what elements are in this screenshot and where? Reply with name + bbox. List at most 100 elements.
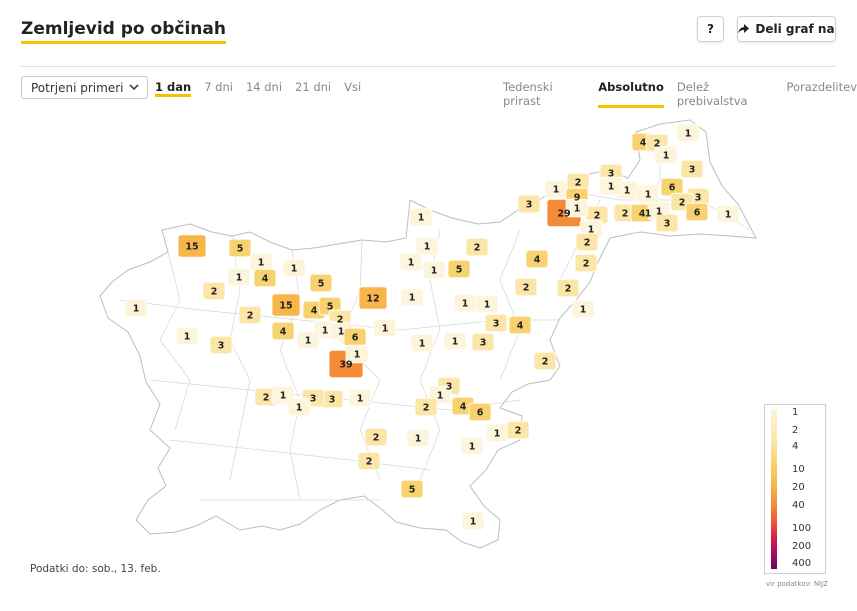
municipality-region[interactable] xyxy=(533,351,557,371)
municipality-region[interactable] xyxy=(506,420,530,440)
tab-porazdelitev[interactable]: Porazdelitev xyxy=(786,80,857,94)
municipality-value-label: 1 xyxy=(431,266,438,277)
municipality-region[interactable] xyxy=(508,315,532,335)
municipality-region[interactable] xyxy=(565,198,589,218)
tab-tedenski-prirast[interactable]: Tedenski prirast xyxy=(503,80,553,108)
legend-label: 200 xyxy=(792,541,812,552)
municipality-region[interactable] xyxy=(209,335,233,355)
municipality-value-label: 3 xyxy=(310,394,317,405)
municipality-region[interactable] xyxy=(447,259,471,279)
municipality-region[interactable] xyxy=(296,330,320,350)
tab-21-dni[interactable]: 21 dni xyxy=(295,80,332,94)
municipality-region[interactable] xyxy=(124,298,148,318)
municipality-region[interactable] xyxy=(716,204,740,224)
municipality-region[interactable] xyxy=(238,305,262,325)
municipality-value-label: 1 xyxy=(685,129,692,140)
municipality-region[interactable] xyxy=(364,427,388,447)
municipality-region[interactable] xyxy=(599,176,623,196)
municipality-region[interactable] xyxy=(348,388,372,408)
municipality-region[interactable] xyxy=(525,249,549,269)
municipality-value-label: 3 xyxy=(480,338,487,349)
tab-1-dan[interactable]: 1 dan xyxy=(155,80,192,97)
municipality-region[interactable] xyxy=(400,287,424,307)
municipality-value-label: 1 xyxy=(437,391,444,402)
municipality-value-label: 1 xyxy=(418,213,425,224)
municipality-region[interactable] xyxy=(465,237,489,257)
municipality-region[interactable] xyxy=(373,318,397,338)
municipality-region[interactable] xyxy=(357,451,381,471)
municipality-value-label: 1 xyxy=(656,207,663,218)
municipality-region[interactable] xyxy=(400,479,424,499)
municipality-region[interactable] xyxy=(443,331,467,351)
municipality-region[interactable] xyxy=(575,232,599,252)
municipality-value-label: 2 xyxy=(584,238,591,249)
municipality-region[interactable] xyxy=(410,333,434,353)
legend-label: 4 xyxy=(792,441,799,452)
municipality-value-label: 2 xyxy=(211,287,218,298)
municipality-region[interactable] xyxy=(556,278,580,298)
legend-label: 400 xyxy=(792,558,812,569)
municipality-region[interactable] xyxy=(484,313,508,333)
municipality-region[interactable] xyxy=(345,344,369,364)
municipality-region[interactable] xyxy=(514,277,538,297)
municipality-region[interactable] xyxy=(228,238,252,258)
municipality-value-label: 3 xyxy=(664,219,671,230)
help-button[interactable]: ? xyxy=(697,16,724,42)
municipality-value-label: 4 xyxy=(517,321,524,332)
municipality-region[interactable] xyxy=(177,234,207,258)
municipality-value-label: 1 xyxy=(291,264,298,275)
municipality-value-label: 4 xyxy=(640,138,647,149)
dataset-select[interactable]: Potrjeni primeri xyxy=(21,76,148,99)
municipality-value-label: 15 xyxy=(185,242,198,253)
municipality-region[interactable] xyxy=(253,268,277,288)
municipality-region[interactable] xyxy=(309,273,333,293)
tab-absolutno[interactable]: Absolutno xyxy=(598,80,664,108)
municipality-value-label: 1 xyxy=(462,299,469,310)
municipality-region[interactable] xyxy=(406,428,430,448)
municipality-region[interactable] xyxy=(287,397,311,417)
municipality-region[interactable] xyxy=(654,145,678,165)
municipality-region[interactable] xyxy=(636,184,660,204)
municipality-region[interactable] xyxy=(227,267,251,287)
municipality-region[interactable] xyxy=(399,252,423,272)
municipality-region[interactable] xyxy=(175,326,199,346)
municipality-value-label: 4 xyxy=(534,255,541,266)
municipality-region[interactable] xyxy=(574,253,598,273)
municipality-region[interactable] xyxy=(271,321,295,341)
municipality-value-label: 2 xyxy=(337,315,344,326)
municipality-value-label: 15 xyxy=(279,301,292,312)
municipality-region[interactable] xyxy=(422,260,446,280)
municipality-region[interactable] xyxy=(517,194,541,214)
municipality-value-label: 1 xyxy=(452,337,459,348)
municipality-region[interactable] xyxy=(680,159,704,179)
municipality-region[interactable] xyxy=(676,123,700,143)
municipality-value-label: 5 xyxy=(318,279,325,290)
municipality-value-label: 1 xyxy=(280,391,287,402)
municipality-region[interactable] xyxy=(460,436,484,456)
tab-7-dni[interactable]: 7 dni xyxy=(204,80,233,94)
tab-vsi[interactable]: Vsi xyxy=(344,80,362,94)
municipality-region[interactable] xyxy=(358,286,388,310)
municipality-region[interactable] xyxy=(475,294,499,314)
tab-14-dni[interactable]: 14 dni xyxy=(245,80,283,94)
legend-label: 2 xyxy=(792,425,799,436)
municipality-region[interactable] xyxy=(202,281,226,301)
municipality-value-label: 9 xyxy=(574,193,581,204)
municipality-region[interactable] xyxy=(282,258,306,278)
municipality-region[interactable] xyxy=(685,202,709,222)
municipality-region[interactable] xyxy=(415,236,439,256)
municipality-value-label: 1 xyxy=(354,350,361,361)
municipality-region[interactable] xyxy=(471,332,495,352)
municipality-region[interactable] xyxy=(655,213,679,233)
municipality-region[interactable] xyxy=(271,293,301,317)
page-title: Zemljevid po občinah xyxy=(21,18,226,44)
municipality-region[interactable] xyxy=(468,402,492,422)
municipality-region[interactable] xyxy=(414,397,438,417)
share-button[interactable]: Deli graf na xyxy=(737,16,836,42)
municipality-region[interactable] xyxy=(571,299,595,319)
municipality-region[interactable] xyxy=(461,511,485,531)
municipality-value-label: 1 xyxy=(382,324,389,335)
municipality-region[interactable] xyxy=(409,207,433,227)
tab-delez-prebivalstva[interactable]: Delež prebivalstva xyxy=(676,80,748,108)
